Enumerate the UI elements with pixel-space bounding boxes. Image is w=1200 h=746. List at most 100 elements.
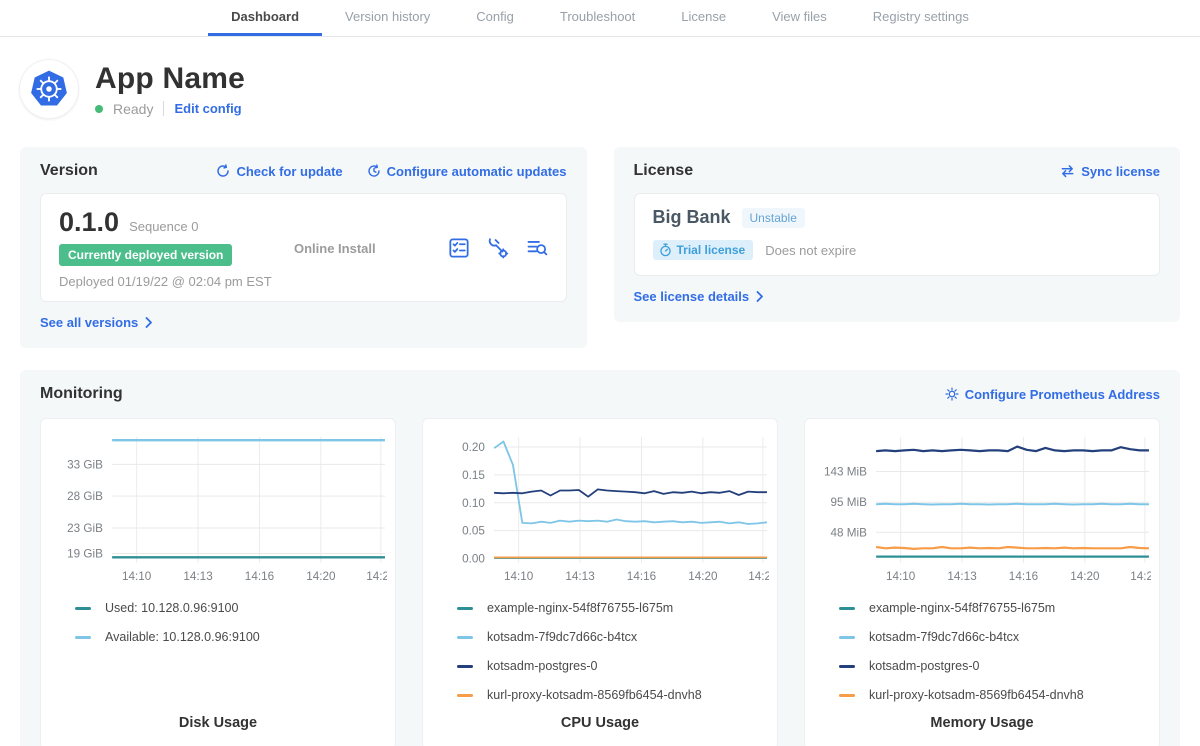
svg-text:14:23: 14:23: [366, 570, 387, 583]
current-version-card: 0.1.0 Sequence 0 Currently deployed vers…: [40, 193, 567, 302]
gear-icon: [945, 387, 959, 401]
app-header-text: App Name Ready Edit config: [95, 62, 245, 117]
edit-config-link[interactable]: Edit config: [174, 101, 241, 116]
svg-text:48 MiB: 48 MiB: [831, 526, 868, 539]
memory-usage-chart-card: 14:1014:1314:1614:2014:23143 MiB95 MiB48…: [804, 418, 1160, 746]
svg-text:143 MiB: 143 MiB: [824, 466, 867, 479]
see-license-details-link[interactable]: See license details: [634, 289, 765, 304]
svg-text:14:16: 14:16: [1009, 570, 1038, 583]
refresh-icon: [216, 164, 230, 178]
monitoring-title: Monitoring: [40, 385, 123, 403]
view-logs-icon[interactable]: [526, 237, 548, 259]
chevron-right-icon: [145, 317, 153, 328]
status-text: Ready: [113, 101, 153, 117]
sequence-label: Sequence 0: [129, 219, 198, 234]
legend-label: Used: 10.128.0.96:9100: [105, 601, 238, 615]
memory-usage-chart: 14:1014:1314:1614:2014:23143 MiB95 MiB48…: [813, 431, 1151, 589]
chart-title: Memory Usage: [813, 715, 1151, 735]
schedule-update-icon: [367, 164, 381, 178]
license-expiry-text: Does not expire: [765, 243, 856, 258]
legend-item: kurl-proxy-kotsadm-8569fb6454-dnvh8: [457, 688, 769, 702]
tab-version-history[interactable]: Version history: [322, 0, 453, 36]
svg-text:14:20: 14:20: [688, 570, 717, 583]
legend-swatch-icon: [457, 694, 473, 697]
version-panel-title: Version: [40, 162, 98, 180]
cpu-usage-legend: example-nginx-54f8f76755-l675m kotsadm-7f…: [431, 601, 769, 702]
svg-text:33 GiB: 33 GiB: [67, 458, 103, 471]
legend-item: kotsadm-postgres-0: [457, 659, 769, 673]
svg-text:19 GiB: 19 GiB: [67, 548, 103, 561]
channel-badge: Unstable: [742, 208, 805, 228]
configure-automatic-updates-link[interactable]: Configure automatic updates: [367, 164, 567, 179]
legend-label: Available: 10.128.0.96:9100: [105, 630, 260, 644]
sync-arrows-icon: [1060, 164, 1075, 178]
legend-item: kotsadm-7f9dc7d66c-b4tcx: [457, 630, 769, 644]
svg-text:14:16: 14:16: [627, 570, 656, 583]
legend-swatch-icon: [75, 636, 91, 639]
tab-view-files[interactable]: View files: [749, 0, 850, 36]
deployed-timestamp: Deployed 01/19/22 @ 02:04 pm EST: [59, 274, 294, 289]
license-panel-title: License: [634, 162, 694, 180]
svg-text:14:23: 14:23: [748, 570, 769, 583]
svg-text:14:20: 14:20: [1070, 570, 1099, 583]
configure-prometheus-link[interactable]: Configure Prometheus Address: [945, 387, 1160, 402]
legend-item: Available: 10.128.0.96:9100: [75, 630, 387, 644]
svg-text:0.15: 0.15: [462, 469, 485, 482]
memory-usage-legend: example-nginx-54f8f76755-l675m kotsadm-7f…: [813, 601, 1151, 702]
currently-deployed-badge: Currently deployed version: [59, 244, 232, 266]
monitoring-panel: Monitoring Configure Prometheus Address …: [20, 370, 1180, 746]
disk-usage-chart: 14:1014:1314:1614:2014:2333 GiB28 GiB23 …: [49, 431, 387, 589]
legend-item: example-nginx-54f8f76755-l675m: [839, 601, 1151, 615]
legend-label: kurl-proxy-kotsadm-8569fb6454-dnvh8: [487, 688, 702, 702]
svg-text:14:13: 14:13: [565, 570, 594, 583]
tab-config[interactable]: Config: [453, 0, 537, 36]
legend-swatch-icon: [457, 665, 473, 668]
legend-label: kotsadm-postgres-0: [869, 659, 979, 673]
legend-swatch-icon: [839, 636, 855, 639]
tab-license[interactable]: License: [658, 0, 749, 36]
sync-license-link[interactable]: Sync license: [1060, 164, 1160, 179]
legend-item: kurl-proxy-kotsadm-8569fb6454-dnvh8: [839, 688, 1151, 702]
legend-label: example-nginx-54f8f76755-l675m: [487, 601, 673, 615]
cpu-usage-chart: 14:1014:1314:1614:2014:230.200.150.100.0…: [431, 431, 769, 589]
check-for-update-link[interactable]: Check for update: [216, 164, 342, 179]
svg-text:14:10: 14:10: [886, 570, 915, 583]
license-details-card: Big Bank Unstable Trial license Does not…: [634, 193, 1161, 276]
tab-dashboard[interactable]: Dashboard: [208, 0, 322, 36]
stopwatch-icon: [659, 243, 672, 257]
version-panel: Version Check for update Configure au: [20, 147, 587, 348]
legend-item: kotsadm-7f9dc7d66c-b4tcx: [839, 630, 1151, 644]
svg-text:23 GiB: 23 GiB: [67, 522, 103, 535]
version-number: 0.1.0: [59, 207, 119, 238]
see-all-versions-link[interactable]: See all versions: [40, 315, 153, 330]
svg-text:14:10: 14:10: [122, 570, 151, 583]
customer-name: Big Bank: [653, 207, 731, 228]
tab-registry-settings[interactable]: Registry settings: [850, 0, 992, 36]
legend-item: kotsadm-postgres-0: [839, 659, 1151, 673]
edit-config-wrench-icon[interactable]: [487, 237, 509, 259]
app-title: App Name: [95, 62, 245, 96]
legend-label: kotsadm-7f9dc7d66c-b4tcx: [487, 630, 637, 644]
legend-swatch-icon: [839, 607, 855, 610]
license-panel: License Sync license Big Bank Unstable: [614, 147, 1181, 322]
app-header: App Name Ready Edit config: [20, 49, 1180, 129]
legend-label: example-nginx-54f8f76755-l675m: [869, 601, 1055, 615]
svg-text:0.20: 0.20: [462, 441, 485, 454]
svg-text:14:16: 14:16: [245, 570, 274, 583]
svg-text:28 GiB: 28 GiB: [67, 490, 103, 503]
legend-swatch-icon: [457, 636, 473, 639]
install-type-label: Online Install: [294, 241, 448, 256]
svg-text:0.00: 0.00: [462, 553, 485, 566]
disk-usage-chart-card: 14:1014:1314:1614:2014:2333 GiB28 GiB23 …: [40, 418, 396, 746]
legend-item: Used: 10.128.0.96:9100: [75, 601, 387, 615]
svg-text:14:13: 14:13: [183, 570, 212, 583]
top-navigation: Dashboard Version history Config Trouble…: [0, 0, 1200, 37]
tab-troubleshoot[interactable]: Troubleshoot: [537, 0, 658, 36]
legend-item: example-nginx-54f8f76755-l675m: [457, 601, 769, 615]
preflight-checks-icon[interactable]: [448, 237, 470, 259]
legend-swatch-icon: [839, 694, 855, 697]
legend-swatch-icon: [75, 607, 91, 610]
legend-label: kurl-proxy-kotsadm-8569fb6454-dnvh8: [869, 688, 1084, 702]
kubernetes-logo-icon: [20, 60, 78, 118]
legend-swatch-icon: [839, 665, 855, 668]
